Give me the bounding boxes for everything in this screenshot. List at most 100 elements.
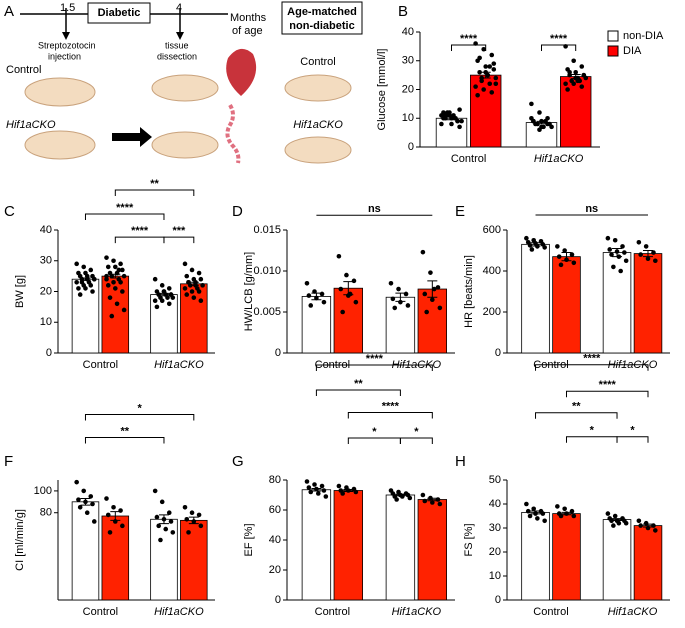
bar bbox=[417, 499, 448, 601]
data-point bbox=[304, 479, 310, 484]
y-axis-label: Glucose [mmol/l] bbox=[376, 49, 388, 131]
y-axis-label: BW [g] bbox=[14, 275, 26, 308]
error-bar bbox=[311, 292, 322, 301]
significance-bracket bbox=[535, 364, 649, 371]
unit-label: of age bbox=[232, 25, 263, 37]
data-point bbox=[74, 479, 79, 485]
bar bbox=[385, 494, 416, 601]
data-point bbox=[529, 101, 534, 107]
data-point bbox=[388, 281, 394, 286]
x-tick-label: Control bbox=[83, 359, 118, 371]
significance-bracket bbox=[541, 44, 577, 51]
bar bbox=[385, 296, 416, 354]
matched-box bbox=[281, 1, 363, 35]
data-point bbox=[555, 504, 560, 509]
error-bar bbox=[427, 497, 438, 502]
data-point bbox=[481, 87, 486, 92]
data-point bbox=[109, 313, 115, 319]
data-point bbox=[90, 289, 95, 294]
data-point bbox=[579, 84, 585, 89]
x-tick-label: Control bbox=[451, 153, 486, 165]
legend-label: DIA bbox=[623, 45, 642, 57]
data-point bbox=[158, 537, 163, 543]
data-point bbox=[189, 267, 195, 273]
x-tick-label: Hif1aCKO bbox=[154, 359, 204, 371]
data-point bbox=[111, 258, 116, 264]
data-point bbox=[555, 244, 560, 249]
matched-label: Age-matched bbox=[287, 6, 357, 18]
significance-label: **** bbox=[550, 33, 568, 45]
data-point bbox=[562, 248, 567, 253]
arrow-head bbox=[62, 32, 70, 40]
data-point bbox=[166, 510, 172, 516]
group-label: Hif1aCKO bbox=[6, 119, 56, 131]
data-point bbox=[111, 279, 116, 285]
data-point bbox=[563, 81, 568, 87]
error-bar bbox=[561, 252, 572, 262]
y-tick-label: 10 bbox=[402, 112, 414, 124]
data-point bbox=[91, 276, 97, 282]
data-point bbox=[196, 512, 202, 518]
panel-label: E bbox=[455, 203, 465, 220]
data-point bbox=[198, 523, 204, 529]
data-point bbox=[161, 289, 167, 294]
data-point bbox=[581, 72, 587, 78]
error-bar bbox=[612, 518, 623, 522]
data-point bbox=[396, 286, 401, 292]
data-point bbox=[308, 303, 314, 308]
x-tick-label: Hif1aCKO bbox=[534, 153, 584, 165]
significance-label: **** bbox=[116, 202, 134, 214]
y-tick-label: 60 bbox=[269, 504, 281, 516]
data-point bbox=[186, 530, 191, 535]
error-bar bbox=[343, 281, 354, 296]
y-tick-label: 400 bbox=[483, 265, 501, 277]
data-point bbox=[120, 523, 125, 529]
mouse bbox=[24, 130, 96, 160]
data-point bbox=[542, 245, 547, 250]
error-bar bbox=[188, 516, 199, 525]
phase-box bbox=[87, 2, 151, 24]
data-point bbox=[121, 273, 127, 279]
bar bbox=[602, 519, 632, 601]
heart bbox=[226, 48, 257, 96]
data-point bbox=[636, 518, 642, 524]
bar bbox=[633, 253, 663, 354]
x-tick-label: Hif1aCKO bbox=[608, 606, 658, 618]
data-point bbox=[571, 260, 577, 266]
data-point bbox=[321, 488, 327, 493]
panel-label: D bbox=[232, 203, 243, 220]
mouse bbox=[284, 136, 352, 164]
time-label: 1.5 bbox=[60, 2, 75, 14]
data-point bbox=[159, 283, 165, 288]
significance-bracket bbox=[114, 189, 195, 197]
data-point bbox=[306, 485, 312, 490]
data-point bbox=[81, 488, 87, 494]
bar bbox=[180, 519, 208, 601]
significance-label: **** bbox=[366, 353, 384, 365]
injection-label: injection bbox=[48, 51, 81, 61]
data-point bbox=[105, 283, 111, 288]
data-point bbox=[186, 279, 191, 285]
data-point bbox=[571, 513, 577, 519]
significance-label: ** bbox=[120, 425, 129, 437]
data-point bbox=[344, 272, 349, 278]
data-point bbox=[437, 305, 443, 311]
data-point bbox=[308, 489, 314, 495]
data-point bbox=[643, 244, 649, 249]
y-tick-label: 80 bbox=[269, 474, 281, 486]
data-point bbox=[569, 252, 575, 257]
data-point bbox=[120, 267, 125, 273]
data-point bbox=[609, 518, 614, 524]
data-point bbox=[542, 518, 547, 524]
data-point bbox=[428, 270, 433, 275]
data-point bbox=[527, 243, 533, 248]
significance-bracket bbox=[347, 412, 433, 419]
data-point bbox=[489, 52, 495, 58]
legend-swatch bbox=[607, 45, 619, 57]
y-tick-label: 0.015 bbox=[253, 224, 281, 236]
panel-label: C bbox=[4, 203, 15, 220]
data-point bbox=[113, 264, 118, 270]
data-point bbox=[196, 270, 202, 276]
data-point bbox=[622, 250, 627, 255]
data-point bbox=[618, 268, 623, 274]
